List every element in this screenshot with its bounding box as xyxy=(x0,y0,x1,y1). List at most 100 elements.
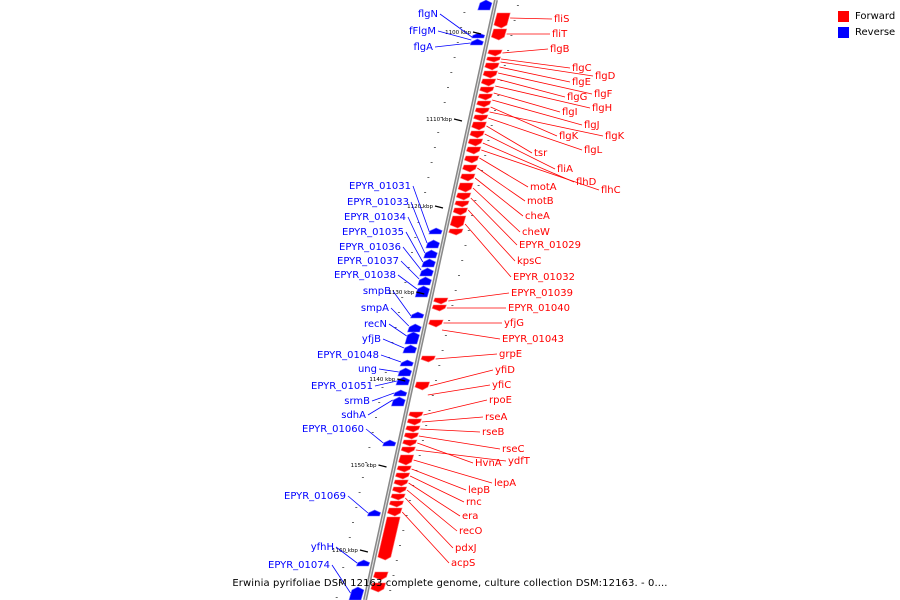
track-dot xyxy=(451,305,454,306)
track-dot xyxy=(371,432,374,433)
track-dot xyxy=(384,372,387,373)
forward-gene-block xyxy=(455,192,472,201)
reverse-gene-block xyxy=(407,323,422,333)
forward-gene-label: HvnA xyxy=(475,458,502,469)
forward-gene-label: flgI xyxy=(562,107,578,118)
track-dot xyxy=(408,500,411,501)
track-dot xyxy=(441,350,444,351)
forward-gene-block xyxy=(469,130,485,139)
forward-gene-leader xyxy=(495,85,591,109)
track-dot xyxy=(454,290,457,291)
reverse-gene-block xyxy=(469,38,484,46)
forward-gene-label: flgG xyxy=(567,92,587,103)
forward-gene-label: rseA xyxy=(485,412,507,423)
reverse-gene-label: EPYR_01035 xyxy=(342,227,404,238)
forward-gene-leader xyxy=(472,187,521,233)
forward-gene-block xyxy=(457,182,474,193)
track-dot xyxy=(435,380,437,381)
track-dot xyxy=(487,140,490,141)
forward-gene-label: era xyxy=(462,511,478,522)
forward-gene-label: recO xyxy=(459,526,483,537)
forward-gene-leader xyxy=(406,489,458,532)
forward-gene-block xyxy=(433,297,449,305)
forward-gene-leader xyxy=(498,72,593,95)
forward-gene-block xyxy=(452,207,469,216)
forward-gene-leader xyxy=(420,428,481,433)
reverse-gene-block xyxy=(414,285,430,298)
track-dot xyxy=(391,342,394,343)
reverse-gene-block xyxy=(390,396,406,407)
track-dot xyxy=(425,425,428,426)
reverse-gene-leader xyxy=(367,399,393,416)
track-dot xyxy=(361,477,364,478)
reverse-gene-label: EPYR_01031 xyxy=(349,181,411,192)
reverse-gene-leader xyxy=(434,42,471,48)
forward-gene-label: yfiD xyxy=(495,365,515,376)
forward-gene-block xyxy=(398,454,415,466)
forward-gene-block xyxy=(484,62,500,71)
forward-gene-block xyxy=(373,571,389,581)
scale-tick-label: 1160 kbp xyxy=(332,548,358,554)
reverse-gene-label: flgN xyxy=(418,9,438,20)
track-dot xyxy=(427,177,430,178)
scale-tick-label: 1150 kbp xyxy=(351,463,377,469)
scale-tick-label: 1140 kbp xyxy=(369,377,395,383)
forward-gene-leader xyxy=(427,384,491,396)
forward-gene-label: motB xyxy=(527,196,554,207)
reverse-gene-leader xyxy=(407,216,426,254)
track-dot xyxy=(407,267,410,268)
reverse-gene-block xyxy=(355,559,371,567)
track-dot xyxy=(394,327,397,328)
forward-gene-block xyxy=(460,173,476,182)
forward-gene-block xyxy=(454,200,470,208)
track-dot xyxy=(431,395,434,396)
forward-gene-leader xyxy=(486,125,533,154)
track-dot xyxy=(503,65,506,66)
forward-gene-leader xyxy=(493,92,561,113)
forward-gene-label: ydfT xyxy=(508,456,531,467)
reverse-gene-block xyxy=(425,239,440,249)
forward-gene-leader xyxy=(479,157,529,188)
reverse-gene-label: EPYR_01069 xyxy=(284,491,346,502)
forward-gene-block xyxy=(482,70,498,79)
legend: Forward Reverse xyxy=(838,9,895,41)
reverse-gene-leader xyxy=(388,323,407,337)
reverse-gene-label: ung xyxy=(358,364,377,375)
track-dot xyxy=(411,252,413,253)
reverse-gene-block xyxy=(382,439,397,447)
forward-gene-label: lepB xyxy=(468,485,490,496)
track-dot xyxy=(402,530,405,531)
track-dot xyxy=(453,57,456,58)
track-dot xyxy=(440,117,443,118)
track-dot xyxy=(480,170,483,171)
scale-tick-label: 1130 kbp xyxy=(388,290,414,296)
forward-gene-block xyxy=(471,121,487,131)
forward-gene-block xyxy=(480,78,497,87)
track-dot xyxy=(447,87,449,88)
forward-gene-block xyxy=(408,411,424,419)
forward-gene-leader xyxy=(467,209,516,262)
forward-gene-leader xyxy=(482,142,575,183)
track-dot xyxy=(397,312,400,313)
reverse-gene-label: EPYR_01060 xyxy=(302,424,364,435)
reverse-gene-label: EPYR_01048 xyxy=(317,350,379,361)
reverse-gene-block xyxy=(348,586,365,600)
reverse-gene-leader xyxy=(347,495,369,514)
forward-gene-block xyxy=(388,500,405,508)
forward-gene-label: fliS xyxy=(554,14,569,25)
forward-gene-block xyxy=(393,479,409,487)
reverse-gene-label: yfhH xyxy=(311,542,334,553)
forward-gene-label: rpoE xyxy=(489,395,512,406)
forward-gene-label: cheW xyxy=(522,227,550,238)
forward-gene-leader xyxy=(500,61,594,77)
forward-gene-leader xyxy=(484,133,556,170)
forward-gene-block xyxy=(395,472,411,480)
track-dot xyxy=(448,320,451,321)
reverse-gene-block xyxy=(393,389,408,397)
scale-tick xyxy=(397,378,406,382)
track-dot xyxy=(395,560,398,561)
forward-gene-label: rnc xyxy=(466,497,482,508)
forward-gene-block xyxy=(392,486,408,494)
forward-gene-leader xyxy=(496,78,566,98)
